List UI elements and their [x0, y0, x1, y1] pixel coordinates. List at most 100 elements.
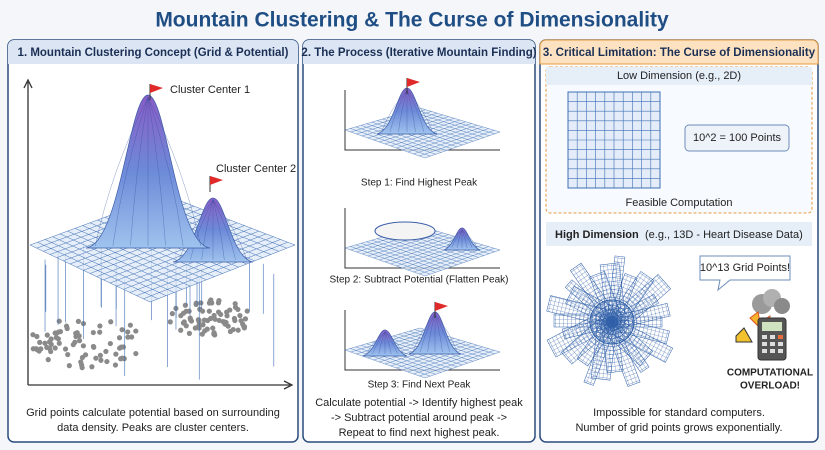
data-point: [127, 322, 133, 328]
data-point: [212, 316, 218, 322]
data-point: [133, 328, 139, 334]
data-point: [227, 307, 233, 313]
mountain-mesh: [434, 313, 450, 353]
caption: Grid points calculate potential based on…: [26, 407, 280, 419]
high-heading: (e.g., 13D - Heart Disease Data): [645, 229, 803, 241]
data-point: [118, 344, 124, 350]
data-point: [44, 344, 50, 350]
mountain-mesh: [420, 313, 436, 353]
mountain-mesh: [456, 229, 463, 249]
mountain-mesh: [434, 313, 443, 353]
data-point: [182, 302, 188, 308]
data-point: [204, 326, 210, 332]
grid-core: [589, 299, 635, 345]
data-point: [97, 323, 103, 329]
data-point: [42, 340, 48, 346]
data-point: [220, 319, 226, 325]
data-point: [78, 359, 84, 365]
step-label: Step 1: Find Highest Peak: [361, 178, 478, 189]
flattened-peak: [374, 221, 436, 241]
data-point: [98, 357, 104, 363]
data-point: [112, 362, 119, 368]
mountain-mesh: [451, 229, 463, 249]
data-point: [235, 327, 241, 333]
data-point: [34, 347, 40, 353]
grid-line: [413, 348, 489, 375]
caption: Impossible for standard computers.: [593, 407, 765, 419]
mountain-mesh: [178, 199, 214, 261]
step-label: Step 3: Find Next Peak: [368, 380, 472, 391]
panel-header-bg: [8, 40, 298, 64]
data-point: [44, 332, 50, 338]
data-point: [103, 348, 109, 355]
panel-header: 3. Critical Limitation: The Curse of Dim…: [543, 47, 816, 59]
flag: [435, 302, 448, 311]
grid-line: [143, 241, 288, 300]
high-dim-grid: [546, 255, 674, 387]
data-point: [125, 329, 131, 335]
data-point: [230, 326, 236, 333]
mountain-mesh: [406, 89, 425, 133]
mountain-mesh: [412, 313, 436, 353]
mountain-mesh: [366, 331, 386, 355]
mountain-mesh: [398, 89, 408, 133]
grid-line: [129, 236, 274, 293]
grid-line: [402, 124, 478, 151]
grid-line: [413, 128, 489, 155]
flag: [407, 78, 420, 87]
grid-2d: [567, 91, 661, 189]
data-point: [200, 322, 206, 328]
data-point: [211, 330, 217, 336]
mountain-mesh: [427, 313, 436, 353]
caption: -> Subtract potential around peak ->: [331, 412, 507, 424]
data-point: [45, 357, 51, 363]
mountain-mesh: [461, 229, 478, 249]
mountain-mesh: [372, 331, 386, 355]
step-label: Step 2: Subtract Potential (Flatten Peak…: [330, 275, 509, 286]
data-point: [108, 319, 114, 325]
mountain-mesh: [212, 199, 236, 261]
data-point: [119, 327, 125, 333]
mountain-mesh: [434, 313, 458, 353]
data-point: [225, 323, 231, 329]
grid-line: [407, 346, 483, 373]
grid-line: [409, 110, 490, 136]
flag: [210, 176, 223, 185]
title: Mountain Clustering & The Curse of Dimen…: [155, 9, 669, 32]
data-point: [193, 300, 199, 306]
data-point: [79, 365, 85, 371]
mountain-mesh: [378, 331, 386, 355]
data-point: [66, 363, 72, 369]
data-point: [79, 354, 86, 361]
data-point: [241, 325, 247, 331]
data-point: [48, 348, 54, 355]
data-point: [90, 329, 96, 336]
low-heading-bg: [546, 67, 812, 85]
mountain-mesh: [461, 229, 468, 249]
data-point: [218, 311, 224, 318]
grid-line: [407, 126, 483, 153]
data-point: [183, 323, 189, 329]
data-point: [64, 325, 70, 332]
data-point: [240, 321, 246, 327]
panel-header-bg: [303, 40, 535, 64]
mountain-mesh: [147, 96, 184, 247]
data-point: [186, 308, 192, 314]
warning: COMPUTATIONAL: [727, 368, 813, 379]
panel-header: 1. Mountain Clustering Concept (Grid & P…: [18, 47, 289, 59]
data-point: [129, 334, 135, 340]
warning: OVERLOAD!: [740, 381, 800, 392]
data-point: [47, 339, 53, 345]
data-point: [65, 351, 71, 358]
data-point: [90, 343, 97, 350]
data-point: [167, 319, 173, 325]
mountain-mesh: [461, 229, 473, 249]
grid-line: [419, 248, 495, 275]
mountain-mesh: [201, 199, 214, 261]
grid-line: [384, 237, 461, 263]
data-point: [244, 308, 250, 314]
high-callout: 10^13 Grid Points!: [700, 262, 790, 274]
data-point: [57, 328, 64, 335]
